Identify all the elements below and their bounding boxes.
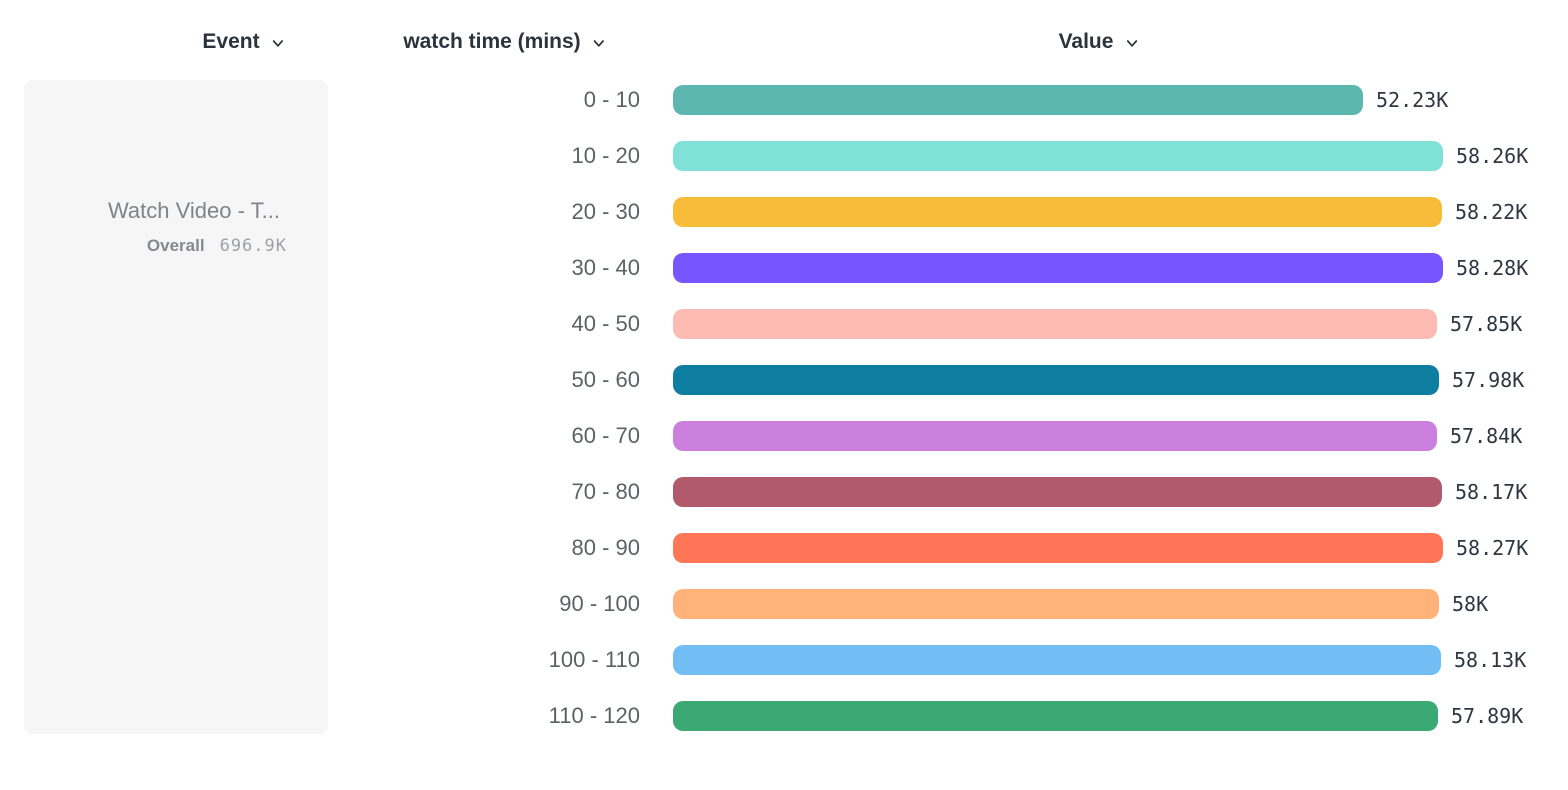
chart-row: 100 - 110 58.13K [0,645,1568,675]
bar[interactable] [673,589,1439,619]
chart-row: 30 - 40 58.28K [0,253,1568,283]
chart-row: 20 - 30 58.22K [0,197,1568,227]
bar-category-label: 50 - 60 [571,367,641,392]
bar-value-label: 57.98K [1452,368,1525,392]
bar[interactable] [673,197,1442,227]
chart-row: 10 - 20 58.26K [0,141,1568,171]
bar-category-label: 60 - 70 [571,423,641,448]
bar-value-label: 58.26K [1456,144,1529,168]
bar-value-label: 52.23K [1376,88,1449,112]
chevron-down-icon [594,40,605,47]
bar[interactable] [673,533,1443,563]
bar[interactable] [673,141,1443,171]
bar[interactable] [673,365,1439,395]
bar-category-label: 70 - 80 [571,479,641,504]
bar-category-label: 20 - 30 [571,199,641,224]
bar-category-label: 30 - 40 [571,255,641,280]
bar[interactable] [673,701,1438,731]
bar[interactable] [673,477,1442,507]
chart-row: 90 - 100 58K [0,589,1568,619]
bar-category-label: 40 - 50 [571,311,641,336]
value-column-label: Value [1058,30,1114,53]
bar-category-label: 100 - 110 [548,647,640,672]
bar-value-label: 58.28K [1456,256,1529,280]
chart-row: 50 - 60 57.98K [0,365,1568,395]
watch-time-column-label: watch time (mins) [403,30,581,53]
overall-line: Overall 696.9K [147,236,287,256]
bar-category-label: 90 - 100 [559,591,640,616]
bar-value-label: 58.27K [1456,536,1529,560]
bar-value-label: 57.85K [1450,312,1523,336]
bar-category-label: 110 - 120 [548,703,640,728]
chart-row: 60 - 70 57.84K [0,421,1568,451]
watch-time-column-dropdown[interactable]: watch time (mins) [403,26,606,58]
bar-value-label: 58K [1452,592,1489,616]
bar[interactable] [673,421,1437,451]
bar-category-label: 80 - 90 [571,535,641,560]
event-title: Watch Video - T... [107,198,280,223]
bar-value-label: 58.17K [1455,480,1528,504]
bar[interactable] [673,253,1443,283]
chevron-down-icon [272,40,284,47]
bar-category-label: 10 - 20 [571,143,641,168]
chart-row: 110 - 120 57.89K [0,701,1568,731]
bar-value-label: 58.22K [1455,200,1528,224]
value-column-dropdown[interactable]: Value [1059,26,1140,58]
bar-category-label: 0 - 10 [583,87,640,112]
chart-row: 0 - 10 52.23K [0,85,1568,115]
bar-value-label: 58.13K [1454,648,1527,672]
event-column-label: Event [202,30,260,53]
overall-label: Overall [146,236,205,255]
chevron-down-icon [1126,40,1138,47]
bar[interactable] [673,309,1437,339]
chart-row: 80 - 90 58.27K [0,533,1568,563]
chart-row: 70 - 80 58.17K [0,477,1568,507]
bar-value-label: 57.89K [1451,704,1524,728]
overall-value: 696.9K [219,236,287,256]
bar-value-label: 57.84K [1450,424,1523,448]
event-summary-panel[interactable]: Watch Video - T... Overall 696.9K [24,80,328,734]
event-column-dropdown[interactable]: Event [202,26,285,58]
bar[interactable] [673,85,1363,115]
chart-row: 40 - 50 57.85K [0,309,1568,339]
bar[interactable] [673,645,1441,675]
